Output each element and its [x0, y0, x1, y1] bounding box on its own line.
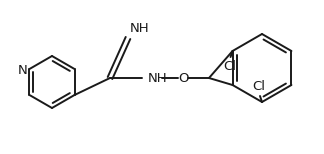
Text: NH: NH — [130, 22, 150, 35]
Text: O: O — [178, 71, 188, 85]
Text: N: N — [18, 63, 28, 77]
Text: NH: NH — [148, 71, 168, 85]
Text: Cl: Cl — [252, 80, 265, 93]
Text: Cl: Cl — [223, 60, 236, 73]
